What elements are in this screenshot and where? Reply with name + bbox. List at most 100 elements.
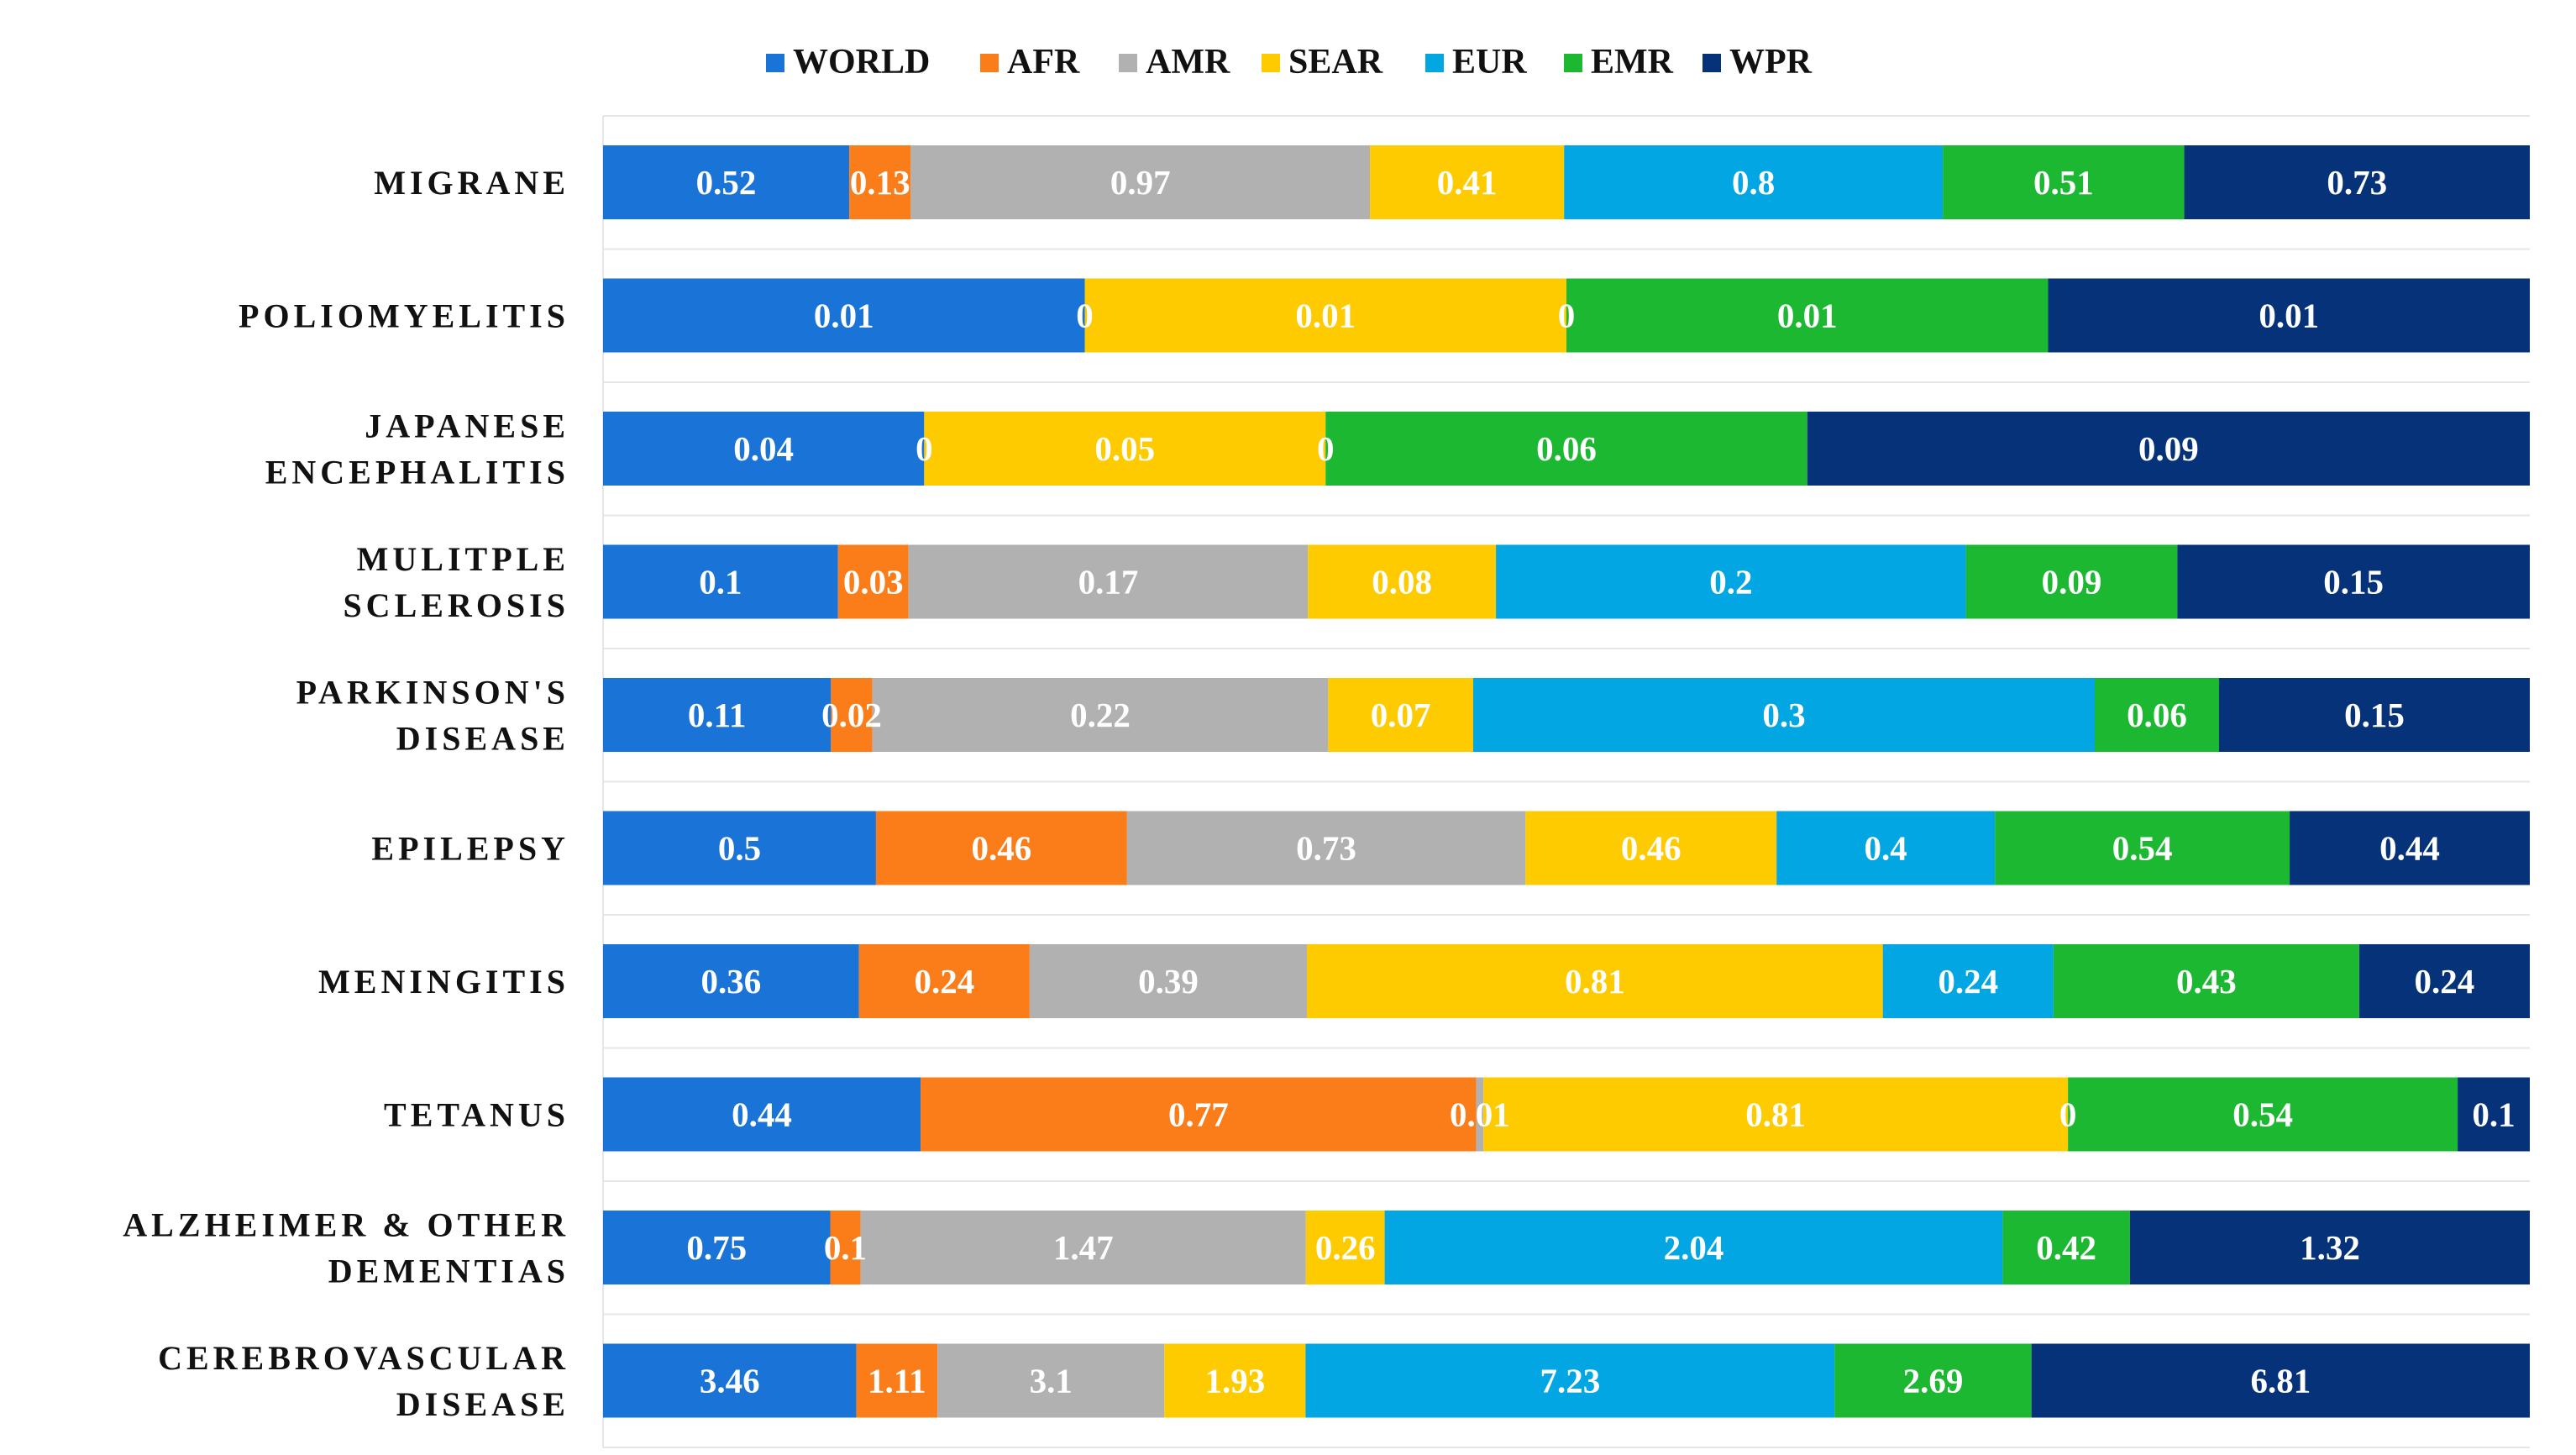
bar-segment-world	[603, 1343, 857, 1418]
data-label-amr: 3.1	[1030, 1362, 1073, 1400]
bar-segment-wpr	[2031, 1343, 2530, 1418]
bar-segment-sear	[924, 412, 1326, 486]
bar-segment-emr	[1965, 544, 2178, 619]
bar-segment-world	[603, 944, 859, 1018]
bar-segment-emr	[1995, 811, 2290, 885]
bar-segment-wpr	[2177, 544, 2530, 619]
data-label-sear: 0.81	[1745, 1095, 1806, 1134]
category-label-migrane: MIGRANE	[374, 164, 569, 202]
data-label-wpr: 0.73	[2327, 163, 2387, 202]
bar-segment-wpr	[2458, 1077, 2530, 1152]
legend-swatch-amr	[1119, 54, 1137, 72]
category-label-line: POLIOMYELITIS	[239, 297, 569, 335]
data-label-emr: 0.42	[2036, 1228, 2096, 1267]
bar-segment-world	[603, 1211, 831, 1284]
legend-item-amr: AMR	[1119, 43, 1230, 81]
category-label-line: ALZHEIMER & OTHER	[123, 1206, 569, 1244]
data-label-world: 0.04	[733, 429, 794, 468]
data-label-wpr: 0.15	[2323, 563, 2384, 601]
bar-segment-emr	[2068, 1077, 2458, 1152]
legend-label-amr: AMR	[1146, 43, 1230, 81]
category-label-line: SCLEROSIS	[343, 586, 569, 624]
category-label-line: DISEASE	[396, 720, 569, 758]
bar-segment-sear	[1307, 944, 1883, 1018]
data-label-world: 3.46	[700, 1362, 760, 1400]
data-label-amr: 0.01	[1450, 1095, 1510, 1134]
bar-segment-eur	[1496, 544, 1966, 619]
bar-segment-world	[603, 811, 876, 885]
category-label-line: MENINGITIS	[318, 963, 569, 1001]
bar-segment-eur	[1882, 944, 2054, 1018]
bar-segment-emr	[1566, 278, 2049, 353]
legend-label-afr: AFR	[1007, 43, 1080, 81]
data-label-afr: 0.77	[1168, 1095, 1229, 1134]
data-label-eur: 0	[1317, 429, 1335, 468]
data-label-emr: 2.69	[1903, 1362, 1964, 1400]
bar-segment-sear	[1483, 1077, 2069, 1152]
data-label-eur: 0.24	[1938, 962, 1998, 1001]
data-label-afr: 0.46	[972, 829, 1032, 868]
data-label-wpr: 1.32	[2300, 1228, 2360, 1267]
category-label-meningitis: MENINGITIS	[318, 963, 569, 1001]
data-label-wpr: 0.01	[2259, 297, 2319, 335]
legend-label-wpr: WPR	[1729, 43, 1813, 81]
data-label-afr: 0	[1076, 297, 1094, 335]
data-label-eur: 0	[2059, 1095, 2077, 1134]
category-label-alzheimer-other-dementias: ALZHEIMER & OTHER DEMENTIAS	[123, 1206, 569, 1290]
data-label-emr: 0.51	[2033, 163, 2094, 202]
bar-segments	[603, 145, 2530, 1418]
bar-segment-wpr	[2219, 678, 2530, 752]
bar-segment-world	[603, 678, 832, 752]
category-label-poliomyelitis: POLIOMYELITIS	[239, 297, 569, 335]
data-label-eur: 0	[1558, 297, 1576, 335]
data-label-afr: 0.1	[824, 1228, 867, 1267]
category-label-cerebrovascular-disease: CEREBROVASCULAR DISEASE	[158, 1339, 569, 1423]
data-label-amr: 1.47	[1053, 1228, 1114, 1267]
category-label-line: CEREBROVASCULAR	[158, 1339, 569, 1377]
data-label-amr: 0.73	[1296, 829, 1356, 868]
category-label-mulitple-sclerosis: MULITPLE SCLEROSIS	[343, 540, 569, 624]
bar-segment-amr	[910, 145, 1371, 219]
category-label-epilepsy: EPILEPSY	[371, 830, 569, 868]
data-label-world: 0.52	[696, 163, 757, 202]
bar-segment-sear	[1164, 1343, 1306, 1418]
legend-swatch-emr	[1564, 54, 1582, 72]
data-label-emr: 0.01	[1777, 297, 1838, 335]
data-label-emr: 0.43	[2176, 962, 2237, 1001]
bar-segment-emr	[1943, 145, 2185, 219]
category-label-tetanus: TETANUS	[384, 1096, 569, 1134]
bar-segment-sear	[1525, 811, 1777, 885]
category-axis-labels: MIGRANE POLIOMYELITIS JAPANESE ENCEPHALITIS…	[123, 164, 569, 1423]
bar-segment-eur	[1473, 678, 2095, 752]
category-label-line: DISEASE	[396, 1385, 569, 1423]
bar-segment-afr	[831, 678, 873, 752]
bar-segment-sear	[1308, 544, 1497, 619]
data-label-afr: 0	[916, 429, 933, 468]
legend-label-sear: SEAR	[1288, 43, 1383, 81]
data-label-world: 0.44	[732, 1095, 792, 1134]
data-label-eur: 0.3	[1762, 696, 1805, 734]
bar-segment-world	[603, 278, 1085, 353]
bar-segment-amr	[908, 544, 1309, 619]
bar-segment-afr	[875, 811, 1127, 885]
data-label-emr: 0.06	[2127, 696, 2187, 734]
category-label-line: JAPANESE	[365, 407, 569, 445]
category-label-line: TETANUS	[384, 1096, 569, 1134]
bar-segment-eur	[1564, 145, 1944, 219]
legend-item-wpr: WPR	[1702, 43, 1813, 81]
data-label-amr: 0.97	[1110, 163, 1171, 202]
data-label-sear: 0.08	[1372, 563, 1432, 601]
data-label-world: 0.5	[718, 829, 761, 868]
data-label-world: 0.1	[699, 563, 742, 601]
bar-segment-wpr	[2358, 944, 2530, 1018]
data-label-world: 0.75	[686, 1228, 747, 1267]
bar-segment-world	[603, 145, 850, 219]
bar-segment-afr	[830, 1211, 861, 1284]
bar-segment-eur	[1776, 811, 1996, 885]
data-label-eur: 0.2	[1709, 563, 1752, 601]
category-label-line: EPILEPSY	[371, 830, 569, 868]
category-label-line: DEMENTIAS	[328, 1253, 569, 1290]
data-label-eur: 2.04	[1664, 1228, 1724, 1267]
bar-segment-world	[603, 544, 838, 619]
